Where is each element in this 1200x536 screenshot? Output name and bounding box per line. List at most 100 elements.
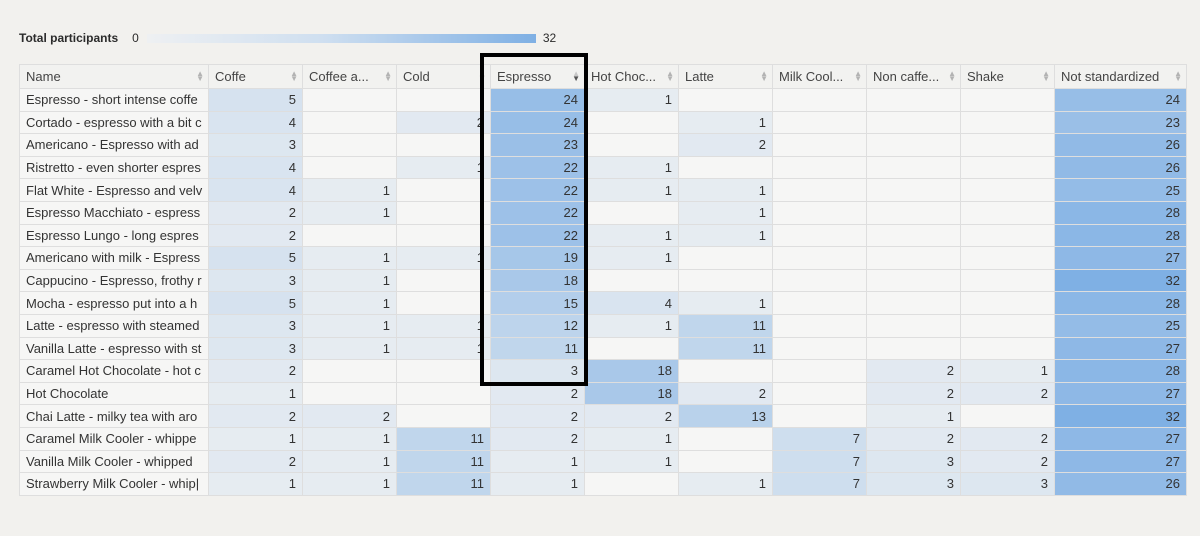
column-header-name[interactable]: Name ▲ ▼ [19, 64, 209, 89]
cell-hot-choc: 1 [584, 155, 679, 180]
sort-icon[interactable]: ▲ ▼ [572, 69, 580, 83]
row-name-cell: Vanilla Latte - espresso with st [19, 336, 209, 361]
row-name-cell: Chai Latte - milky tea with aro [19, 404, 209, 428]
cell-milk-cool [772, 404, 867, 428]
table-row: Flat White - Espresso and velv 4 1 22 1 1 25 [19, 178, 1187, 202]
table-row: Americano with milk - Espress 5 1 1 19 1 27 [19, 246, 1187, 270]
sort-icon[interactable]: ▲ ▼ [1174, 69, 1182, 83]
cell-coffee-a: 1 [302, 268, 397, 293]
cell-non-caffe: 2 [866, 381, 961, 406]
cell-not-standardized: 32 [1054, 268, 1187, 293]
cell-shake [960, 88, 1055, 112]
column-header-cold[interactable]: Cold ▲ ▼ [396, 64, 491, 89]
cell-hot-choc: 1 [584, 178, 679, 202]
cell-milk-cool: 7 [772, 449, 867, 474]
column-header-label: Coffee a... [309, 69, 369, 84]
cell-coffee-a: 1 [302, 313, 397, 338]
column-header-label: Coffe [215, 69, 246, 84]
column-header-shake[interactable]: Shake ▲ ▼ [960, 64, 1055, 89]
cell-cold [396, 88, 491, 112]
cell-not-standardized: 26 [1054, 133, 1187, 157]
table-row: Espresso - short intense coffe 5 24 1 24 [19, 88, 1187, 112]
cell-coffe: 3 [208, 336, 303, 361]
cell-non-caffe: 2 [866, 359, 961, 383]
cell-cold [396, 291, 491, 315]
row-name-cell: Flat White - Espresso and velv [19, 178, 209, 202]
cell-espresso: 2 [490, 404, 585, 428]
column-header-milk-cool[interactable]: Milk Cool... ▲ ▼ [772, 64, 867, 89]
row-name-cell: Latte - espresso with steamed [19, 313, 209, 338]
column-header-not-standardized[interactable]: Not standardized ▲ ▼ [1054, 64, 1187, 89]
row-name-cell: Cappucino - Espresso, frothy r [19, 268, 209, 293]
cell-coffee-a [302, 133, 397, 157]
cell-coffee-a: 1 [302, 200, 397, 225]
sort-icon[interactable]: ▲ ▼ [478, 69, 486, 83]
sort-icon[interactable]: ▲ ▼ [1042, 69, 1050, 83]
sort-icon[interactable]: ▲ ▼ [760, 69, 768, 83]
table-row: Espresso Macchiato - espress 2 1 22 1 28 [19, 200, 1187, 225]
cell-coffe: 3 [208, 268, 303, 293]
cell-coffe: 3 [208, 133, 303, 157]
row-name-cell: Americano - Espresso with ad [19, 133, 209, 157]
table-row: Cortado - espresso with a bit c 4 2 24 1 23 [19, 110, 1187, 135]
cell-shake [960, 223, 1055, 248]
column-header-label: Milk Cool... [779, 69, 844, 84]
legend-gradient-bar [146, 33, 536, 43]
cell-cold: 2 [396, 110, 491, 135]
cell-shake [960, 155, 1055, 180]
column-header-coffe[interactable]: Coffe ▲ ▼ [208, 64, 303, 89]
column-header-coffee-a[interactable]: Coffee a... ▲ ▼ [302, 64, 397, 89]
column-header-latte[interactable]: Latte ▲ ▼ [678, 64, 773, 89]
cell-coffee-a [302, 223, 397, 248]
cell-not-standardized: 25 [1054, 313, 1187, 338]
sort-icon[interactable]: ▲ ▼ [854, 69, 862, 83]
cell-espresso: 22 [490, 200, 585, 225]
cell-coffe: 4 [208, 178, 303, 202]
cell-espresso: 11 [490, 336, 585, 361]
cell-not-standardized: 26 [1054, 472, 1187, 496]
cell-coffee-a [302, 359, 397, 383]
cell-hot-choc [584, 336, 679, 361]
cell-not-standardized: 28 [1054, 359, 1187, 383]
cell-coffe: 2 [208, 404, 303, 428]
cell-non-caffe [866, 133, 961, 157]
cell-coffee-a: 1 [302, 472, 397, 496]
row-name-cell: Mocha - espresso put into a h [19, 291, 209, 315]
column-header-espresso[interactable]: Espresso ▲ ▼ [490, 64, 585, 89]
column-header-non-caffe[interactable]: Non caffe... ▲ ▼ [866, 64, 961, 89]
cell-coffe: 4 [208, 155, 303, 180]
cell-latte: 2 [678, 381, 773, 406]
table-row: Latte - espresso with steamed 3 1 1 12 1 11 25 [19, 313, 1187, 338]
row-name-cell: Espresso Macchiato - espress [19, 200, 209, 225]
cell-espresso: 12 [490, 313, 585, 338]
column-header-label: Latte [685, 69, 714, 84]
cell-latte: 1 [678, 291, 773, 315]
cell-espresso: 24 [490, 88, 585, 112]
cell-cold: 1 [396, 155, 491, 180]
cell-shake: 2 [960, 426, 1055, 451]
sort-icon[interactable]: ▲ ▼ [666, 69, 674, 83]
cell-latte: 1 [678, 200, 773, 225]
cell-non-caffe [866, 223, 961, 248]
cell-cold: 1 [396, 313, 491, 338]
cell-non-caffe [866, 155, 961, 180]
cell-coffe: 5 [208, 246, 303, 270]
cell-cold: 11 [396, 426, 491, 451]
column-header-label: Not standardized [1061, 69, 1160, 84]
cell-non-caffe: 3 [866, 472, 961, 496]
cell-shake [960, 246, 1055, 270]
cell-not-standardized: 25 [1054, 178, 1187, 202]
sort-icon[interactable]: ▲ ▼ [290, 69, 298, 83]
table-row: Strawberry Milk Cooler - whip| 1 1 11 1 1 7 3 3 2… [19, 472, 1187, 496]
column-header-hot-choc[interactable]: Hot Choc... ▲ ▼ [584, 64, 679, 89]
cell-latte [678, 268, 773, 293]
sort-icon[interactable]: ▲ ▼ [384, 69, 392, 83]
cell-not-standardized: 28 [1054, 200, 1187, 225]
sort-icon[interactable]: ▲ ▼ [196, 69, 204, 83]
cell-cold [396, 133, 491, 157]
sort-icon[interactable]: ▲ ▼ [948, 69, 956, 83]
cell-cold [396, 200, 491, 225]
cell-coffee-a: 1 [302, 336, 397, 361]
cell-non-caffe [866, 110, 961, 135]
cell-cold: 1 [396, 246, 491, 270]
